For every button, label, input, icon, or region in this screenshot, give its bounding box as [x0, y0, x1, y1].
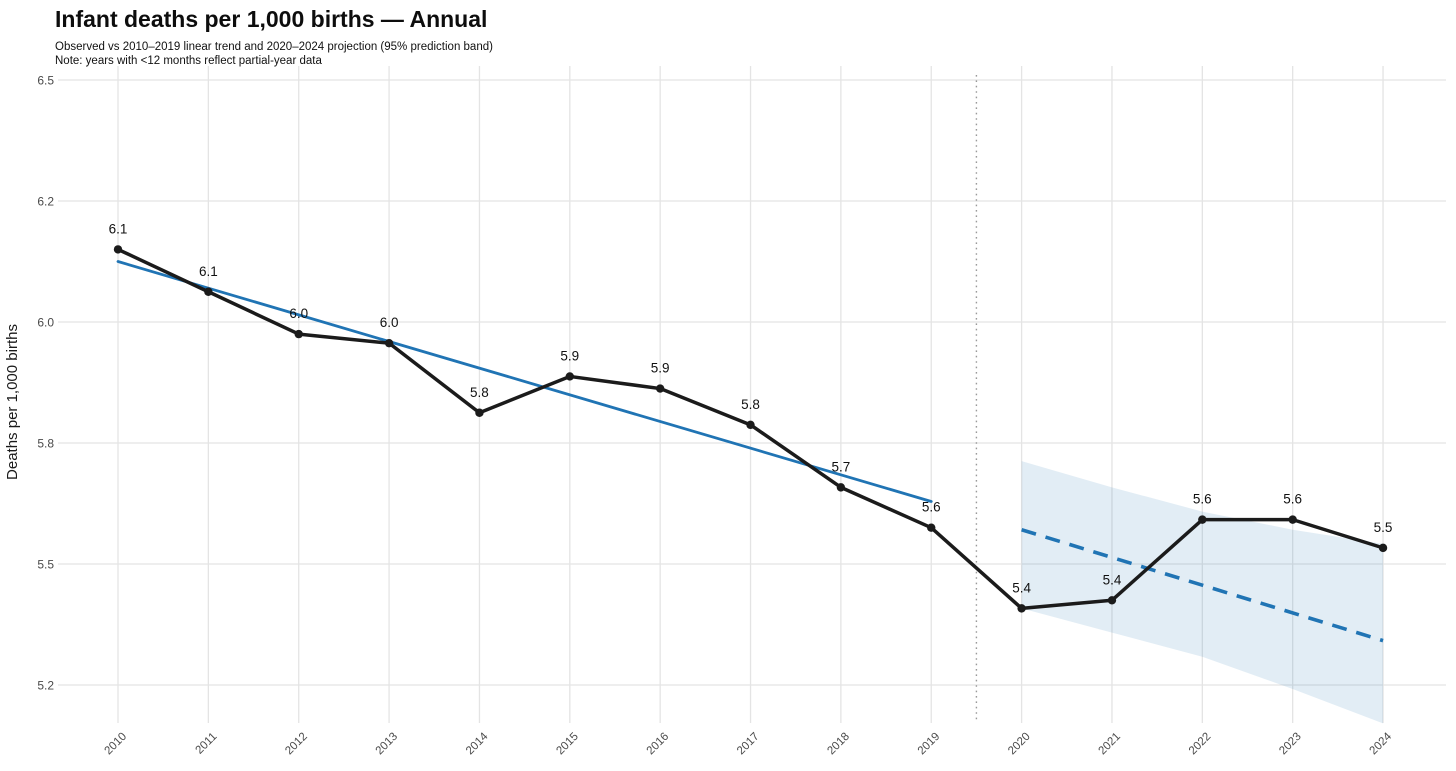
observed-point-2019 [927, 523, 936, 532]
y-tick-label-6.5: 6.5 [37, 74, 54, 88]
y-tick-label-5.8: 5.8 [37, 437, 54, 451]
point-label-2022: 5.6 [1193, 492, 1212, 507]
point-label-2016: 5.9 [651, 361, 670, 376]
observed-point-2015 [565, 372, 574, 381]
y-axis-title: Deaths per 1,000 births [4, 324, 21, 480]
observed-point-2016 [655, 384, 665, 393]
point-label-2018: 5.7 [831, 459, 850, 474]
point-label-2012: 6.0 [289, 306, 308, 321]
point-label-2024: 5.5 [1374, 520, 1393, 535]
observed-point-2024 [1378, 543, 1388, 553]
observed-point-2011 [204, 287, 213, 296]
chart-note: Note: years with <12 months reflect part… [55, 54, 322, 67]
observed-point-2017 [746, 420, 755, 430]
observed-point-2018 [836, 483, 846, 492]
chart-header: Infant deaths per 1,000 births — Annual … [55, 6, 493, 68]
observed-point-2021 [1107, 596, 1117, 605]
observed-point-2023 [1288, 515, 1297, 524]
observed-point-2022 [1198, 515, 1207, 524]
point-label-2011: 6.1 [199, 264, 218, 279]
y-tick-label-6.2: 6.2 [37, 195, 54, 209]
observed-point-2014 [475, 408, 484, 417]
point-label-2019: 5.6 [922, 500, 941, 515]
prediction-band [1021, 461, 1384, 724]
y-tick-label-6.0: 6.0 [37, 316, 54, 330]
point-label-2010: 6.1 [109, 221, 128, 236]
chart-title: Infant deaths per 1,000 births — Annual [55, 6, 488, 32]
point-label-2015: 5.9 [560, 348, 579, 363]
chart-subtitle: Observed vs 2010–2019 linear trend and 2… [55, 40, 493, 53]
point-label-2014: 5.8 [470, 385, 489, 400]
projection-line [1021, 527, 1384, 643]
point-label-2017: 5.8 [741, 397, 760, 412]
observed-point-2020 [1017, 604, 1026, 613]
point-label-2021: 5.4 [1103, 572, 1122, 587]
point-label-2023: 5.6 [1283, 492, 1302, 507]
observed-point-2012 [294, 329, 303, 339]
point-label-2013: 6.0 [380, 315, 399, 330]
observed-point-2013 [384, 338, 394, 348]
y-tick-label-5.2: 5.2 [37, 679, 54, 693]
observed-point-2010 [113, 245, 123, 254]
point-label-2020: 5.4 [1012, 580, 1031, 595]
trend-line [116, 260, 933, 503]
y-tick-label-5.5: 5.5 [37, 558, 54, 572]
